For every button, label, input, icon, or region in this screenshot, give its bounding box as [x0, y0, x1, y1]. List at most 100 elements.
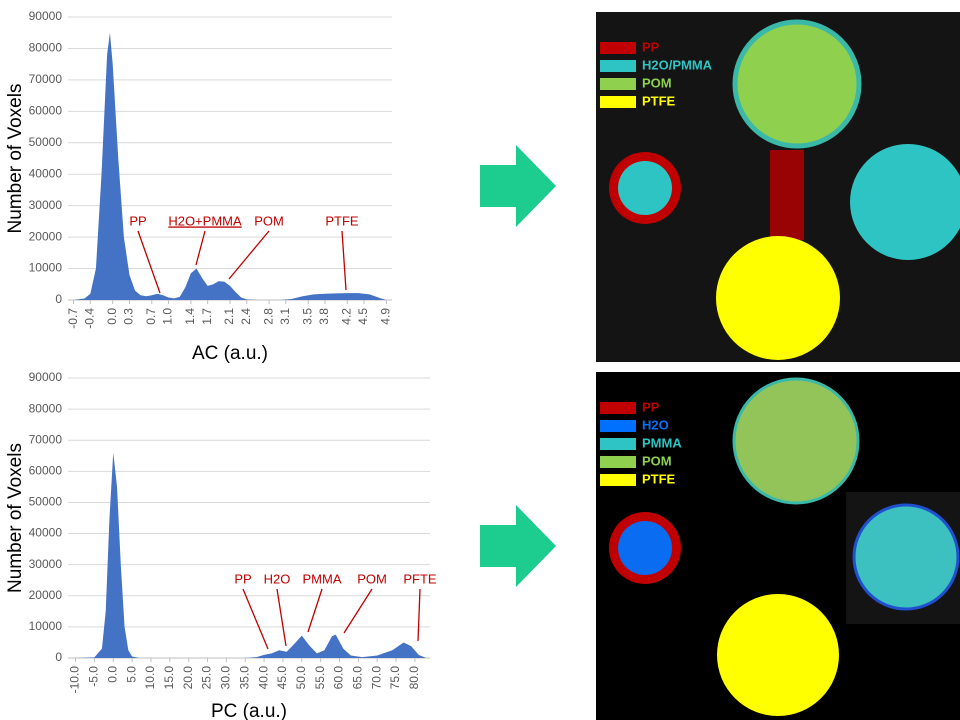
x-tick-label: 50.0 — [294, 666, 308, 690]
y-tick-label: 50000 — [29, 135, 63, 149]
annotation: PTFE — [325, 213, 359, 228]
y-axis-label: Number of Voxels — [5, 443, 26, 593]
x-tick-label: 15.0 — [162, 666, 176, 690]
y-tick-label: 80000 — [29, 401, 63, 415]
x-tick-label: 2.1 — [222, 308, 236, 325]
x-tick-label: 20.0 — [181, 666, 195, 690]
x-tick-label: 1.7 — [200, 308, 214, 325]
y-tick-label: 10000 — [29, 261, 63, 275]
legend-label: PP — [642, 399, 660, 414]
x-tick-label: -0.7 — [66, 308, 80, 329]
y-tick-label: 30000 — [29, 198, 63, 212]
annotation-line — [343, 588, 373, 634]
legend-swatch — [600, 42, 636, 54]
legend-label: PTFE — [642, 471, 676, 486]
annotation: PFTE — [403, 571, 437, 586]
annotation: POM — [357, 571, 387, 586]
y-tick-label: 90000 — [29, 9, 63, 23]
x-tick-label: 1.0 — [161, 308, 175, 325]
arrow — [480, 505, 556, 587]
annotation-line — [195, 230, 206, 266]
x-tick-label: 0.3 — [122, 308, 136, 325]
charts: 0 10000 20000 30000 40000 50000 60000 70000 8000… — [5, 9, 437, 720]
x-tick-label: 60.0 — [332, 666, 346, 690]
x-tick-label: 2.4 — [239, 308, 253, 325]
y-tick-label: 90000 — [29, 370, 63, 384]
x-tick-label: 1.4 — [183, 308, 197, 325]
y-tick-label: 70000 — [29, 72, 63, 86]
y-tick-label: 80000 — [29, 41, 63, 55]
x-tick-label: 55.0 — [313, 666, 327, 690]
legend-label: POM — [642, 453, 672, 468]
annotation-line — [228, 230, 270, 280]
y-tick-label: 0 — [55, 650, 62, 664]
legend: PP H2O PMMA POM PTFE — [600, 399, 682, 486]
legend-label: POM — [642, 75, 672, 90]
x-tick-label: 4.5 — [356, 308, 370, 325]
legend-label: PMMA — [642, 435, 682, 450]
legend-swatch — [600, 474, 636, 486]
x-tick-label: -0.4 — [83, 308, 97, 329]
x-tick-label: 40.0 — [256, 666, 270, 690]
x-tick-label: 0.7 — [144, 308, 158, 325]
image-panel: PP H2O/PMMA POM PTFE — [596, 12, 960, 362]
annotation: PP — [234, 571, 251, 586]
image-panel: PP H2O PMMA POM PTFE — [596, 372, 960, 720]
x-tick-label: 45.0 — [275, 666, 289, 690]
y-axis-label: Number of Voxels — [5, 84, 26, 234]
x-tick-label: -5.0 — [87, 666, 101, 687]
x-tick-label: 25.0 — [200, 666, 214, 690]
x-tick-label: 3.5 — [300, 308, 314, 325]
x-tick-label: 2.8 — [261, 308, 275, 325]
x-tick-label: 0.0 — [105, 308, 119, 325]
x-tick-label: 70.0 — [369, 666, 383, 690]
annotation: H2O — [264, 571, 291, 586]
y-tick-label: 0 — [55, 292, 62, 306]
area — [73, 32, 387, 300]
y-tick-label: 30000 — [29, 557, 63, 571]
x-tick-label: -10.0 — [68, 666, 82, 694]
annotation: POM — [254, 213, 284, 228]
legend-label: PP — [642, 39, 660, 54]
legend-swatch — [600, 438, 636, 450]
legend-label: H2O — [642, 417, 669, 432]
y-tick-label: 40000 — [29, 526, 63, 540]
legend-swatch — [600, 60, 636, 72]
x-tick-label: 4.2 — [339, 308, 353, 325]
annotation-line — [417, 588, 421, 642]
x-tick-label: 80.0 — [407, 666, 421, 690]
x-tick-label: 10.0 — [143, 666, 157, 690]
annotation: H2O+PMMA — [168, 213, 242, 228]
x-tick-label: 65.0 — [351, 666, 365, 690]
legend-swatch — [600, 96, 636, 108]
annotation: PMMA — [303, 571, 342, 586]
arrow — [480, 145, 556, 227]
y-tick-label: 50000 — [29, 495, 63, 509]
legend-swatch — [600, 420, 636, 432]
x-tick-label: 5.0 — [124, 666, 138, 683]
y-tick-label: 60000 — [29, 464, 63, 478]
annotation: PP — [129, 213, 146, 228]
annotation-line — [137, 230, 161, 294]
annotation-line — [242, 588, 269, 650]
x-tick-label: 4.9 — [379, 308, 393, 325]
x-tick-label: 3.8 — [317, 308, 331, 325]
y-tick-label: 40000 — [29, 166, 63, 180]
y-tick-label: 70000 — [29, 432, 63, 446]
x-axis-label: AC (a.u.) — [192, 343, 268, 364]
legend-swatch — [600, 402, 636, 414]
annotation-line — [307, 588, 323, 633]
legend: PP H2O/PMMA POM PTFE — [600, 39, 713, 108]
legend-swatch — [600, 456, 636, 468]
x-axis-label: PC (a.u.) — [211, 701, 287, 720]
x-tick-label: 75.0 — [388, 666, 402, 690]
x-tick-label: 30.0 — [219, 666, 233, 690]
x-tick-label: 0.0 — [105, 666, 119, 683]
legend-swatch — [600, 78, 636, 90]
y-tick-label: 20000 — [29, 229, 63, 243]
legend-label: PTFE — [642, 93, 676, 108]
area — [75, 452, 427, 658]
y-tick-label: 10000 — [29, 619, 63, 633]
